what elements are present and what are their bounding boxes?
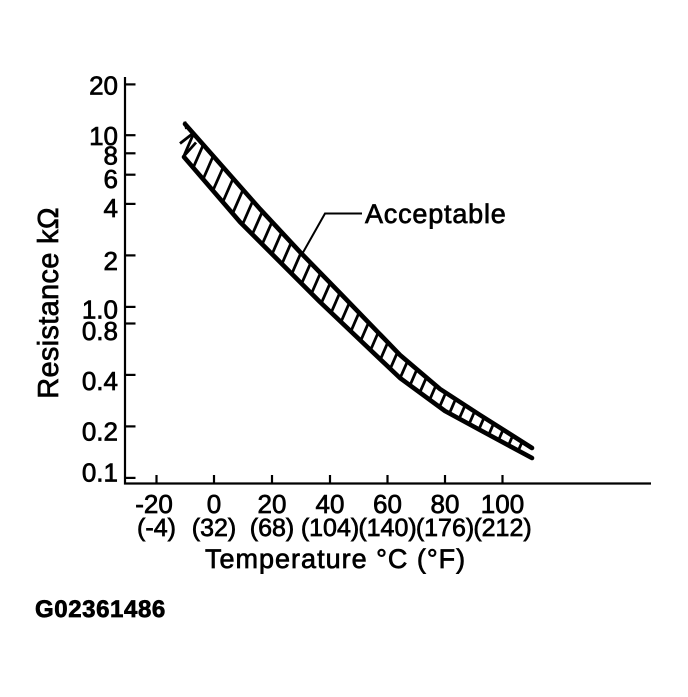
svg-text:6: 6 — [104, 164, 118, 194]
svg-text:0.1: 0.1 — [82, 458, 118, 488]
svg-text:Resistance kΩ: Resistance kΩ — [33, 207, 65, 399]
svg-text:(-4): (-4) — [137, 514, 176, 542]
svg-text:(68): (68) — [250, 514, 294, 542]
svg-text:G02361486: G02361486 — [35, 596, 166, 623]
svg-text:(140): (140) — [358, 514, 416, 542]
svg-text:100: 100 — [481, 489, 524, 519]
svg-text:60: 60 — [373, 489, 402, 519]
svg-text:20: 20 — [258, 489, 287, 519]
svg-text:-20: -20 — [135, 489, 173, 519]
svg-text:4: 4 — [104, 193, 118, 223]
svg-text:(32): (32) — [192, 514, 236, 542]
svg-text:80: 80 — [431, 489, 460, 519]
svg-text:1.0: 1.0 — [82, 294, 118, 324]
svg-text:0.4: 0.4 — [82, 366, 118, 396]
svg-text:Acceptable: Acceptable — [365, 199, 507, 229]
svg-text:0: 0 — [207, 489, 221, 519]
svg-text:10: 10 — [89, 121, 118, 151]
svg-text:20: 20 — [89, 71, 118, 101]
svg-text:2: 2 — [104, 246, 118, 276]
svg-text:(212): (212) — [473, 514, 531, 542]
svg-text:(176): (176) — [416, 514, 474, 542]
svg-text:0.2: 0.2 — [82, 417, 118, 447]
svg-text:(104): (104) — [301, 514, 359, 542]
svg-text:8: 8 — [104, 141, 118, 171]
svg-text:Temperature °C (°F): Temperature °C (°F) — [205, 544, 466, 574]
svg-text:0.8: 0.8 — [82, 316, 118, 346]
svg-text:40: 40 — [316, 489, 345, 519]
